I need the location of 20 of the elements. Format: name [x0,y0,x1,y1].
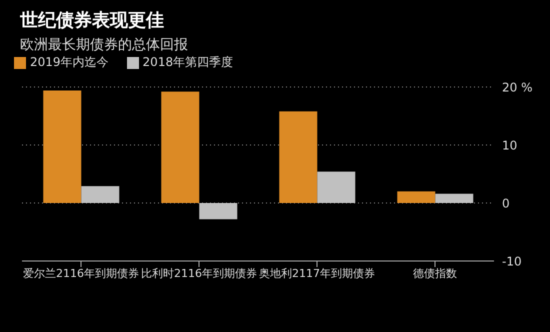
y-tick-label: 10 [502,138,518,152]
bar [435,194,474,203]
legend-label: 2019年内迄今 [30,55,109,69]
x-tick-label: 奥地利2117年到期债券 [259,266,375,280]
y-tick-label: 20 % [502,80,532,94]
bar [81,186,120,203]
bar [317,172,356,203]
bar [397,191,436,203]
x-tick-label: 爱尔兰2116年到期债券 [23,266,139,280]
x-tick-label: 比利时2116年到期债券 [141,266,257,280]
chart-title: 世纪债券表现更佳 [20,9,164,32]
x-tick-label: 德债指数 [413,266,457,280]
bar [279,111,318,203]
legend-label: 2018年第四季度 [142,55,234,69]
y-tick-label: -10 [502,254,522,268]
bar [161,92,200,203]
bar [199,203,238,220]
y-tick-label: 0 [502,196,510,210]
chart-subtitle: 欧洲最长期债券的总体回报 [20,36,188,54]
bar [43,90,82,203]
